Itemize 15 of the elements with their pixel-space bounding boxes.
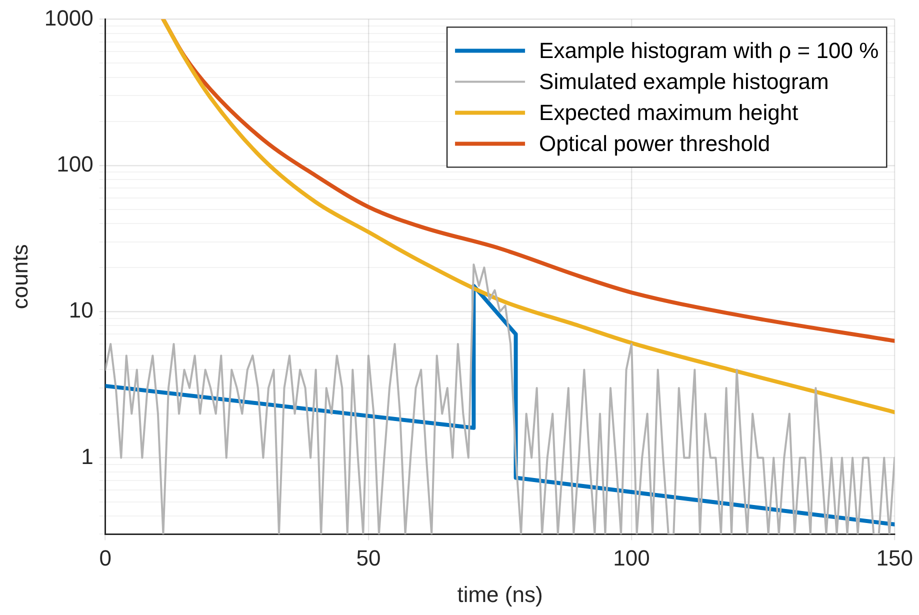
y-axis-title: counts	[7, 244, 32, 310]
legend-label: Optical power threshold	[539, 130, 770, 156]
y-tick-label: 10	[68, 298, 94, 323]
legend-label: Example histogram with ρ = 100 %	[539, 38, 879, 63]
x-tick-label: 50	[356, 545, 381, 570]
line-series	[161, 19, 895, 414]
y-tick-label: 1000	[44, 5, 94, 30]
legend-label: Simulated example histogram	[539, 68, 829, 94]
x-tick-label: 0	[99, 545, 112, 570]
x-axis-title: time (ns)	[457, 582, 543, 607]
y-tick-label: 1	[81, 444, 94, 469]
y-tick-label: 100	[56, 151, 94, 176]
x-tick-label: 100	[613, 545, 650, 570]
legend-label: Expected maximum height	[539, 100, 798, 125]
x-tick-label: 150	[876, 545, 914, 570]
